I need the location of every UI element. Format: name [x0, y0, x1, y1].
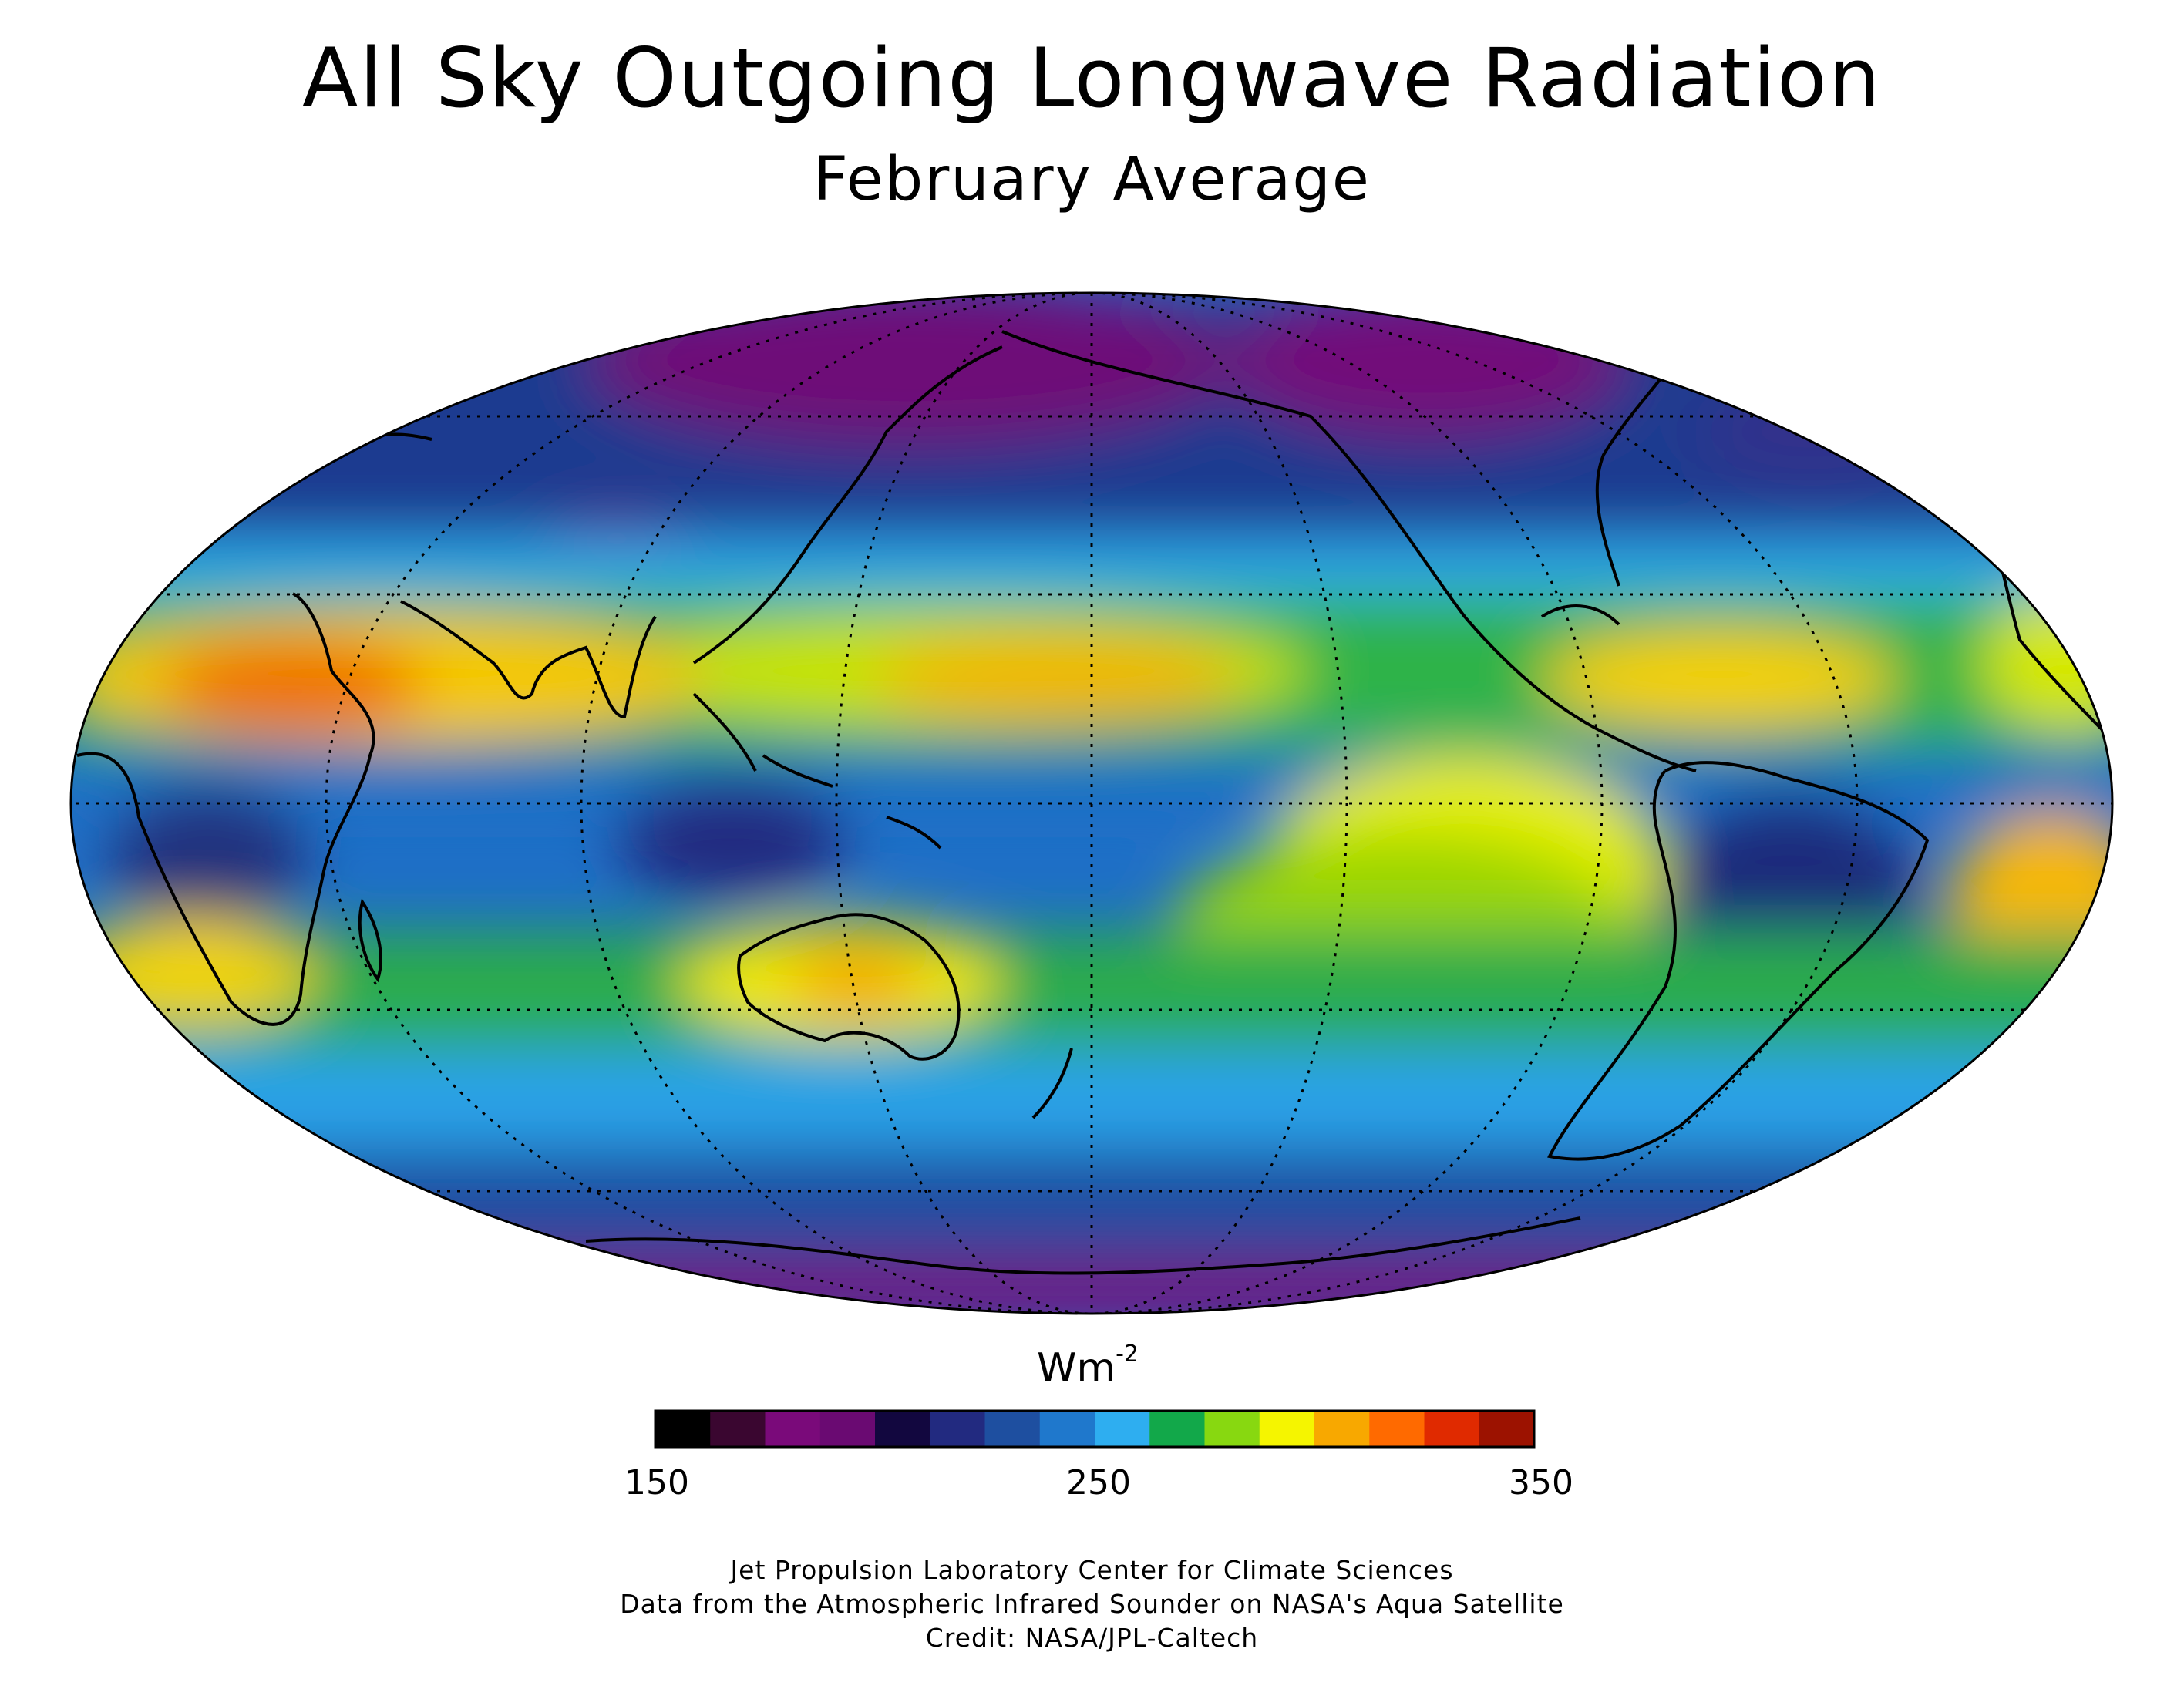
colorbar-swatch — [1314, 1411, 1370, 1447]
coastlines — [76, 330, 2112, 1275]
graticule — [71, 293, 2112, 1314]
colorbar-swatch — [1095, 1411, 1150, 1447]
units-base: Wm — [1037, 1345, 1116, 1391]
colorbar-swatch — [1149, 1411, 1205, 1447]
credit-line-3: Credit: NASA/JPL-Caltech — [925, 1623, 1259, 1653]
colorbar-mid-label: 250 — [1066, 1463, 1131, 1503]
colorbar-swatch — [1259, 1411, 1315, 1447]
colorbar-max-label: 350 — [1509, 1463, 1573, 1503]
colorbar-swatch — [1204, 1411, 1260, 1447]
colorbar-swatch — [819, 1411, 876, 1447]
colorbar-swatch — [765, 1411, 821, 1447]
colorbar-outline — [654, 1409, 1536, 1449]
colorbar-swatch — [984, 1411, 1041, 1447]
chart-subtitle: February Average — [813, 145, 1371, 214]
colorbar-swatch — [1424, 1411, 1480, 1447]
colorbar-swatch — [1479, 1411, 1535, 1447]
credit-line-2: Data from the Atmospheric Infrared Sound… — [620, 1589, 1564, 1619]
colorbar-swatch — [710, 1411, 766, 1447]
colorbar-units: Wm-2 — [1037, 1341, 1139, 1391]
radiation-field — [71, 293, 2112, 1314]
colorbar-swatch — [875, 1411, 930, 1447]
credit-line-1: Jet Propulsion Laboratory Center for Cli… — [730, 1555, 1454, 1585]
colorbar-min-label: 150 — [624, 1463, 689, 1503]
colorbar-swatch — [1039, 1411, 1095, 1447]
chart-title: All Sky Outgoing Longwave Radiation — [301, 31, 1883, 126]
colorbar — [654, 1409, 1536, 1449]
colorbar-swatch — [655, 1411, 711, 1447]
colorbar-swatch — [930, 1411, 985, 1447]
colorbar-swatch — [1369, 1411, 1425, 1447]
units-exponent: -2 — [1116, 1340, 1139, 1368]
credits: Jet Propulsion Laboratory Center for Cli… — [0, 1553, 2184, 1655]
